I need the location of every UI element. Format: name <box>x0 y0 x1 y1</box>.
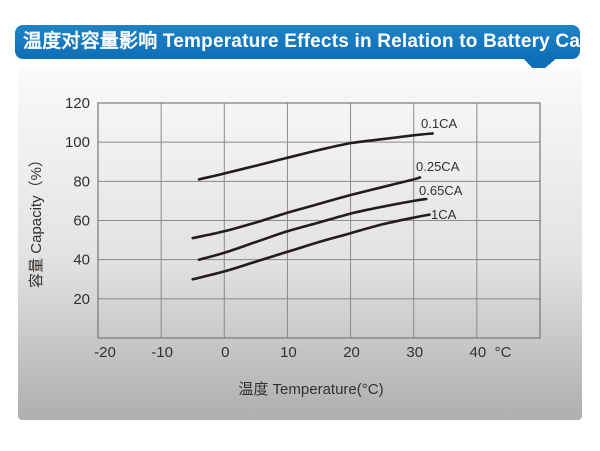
y-tick-label: 20 <box>73 291 90 308</box>
y-tick-label: 60 <box>73 213 90 230</box>
title-banner: 温度对容量影响 Temperature Effects in Relation … <box>15 25 600 59</box>
series-label-1CA: 1CA <box>431 207 457 222</box>
x-tick-label: 30 <box>406 344 423 361</box>
series-label-0.65CA: 0.65CA <box>419 183 463 198</box>
x-tick-label: 10 <box>280 344 297 361</box>
x-tick-label: -20 <box>94 344 116 361</box>
plot-border <box>97 102 541 339</box>
banner-tail-icon <box>522 57 558 74</box>
x-axis-unit: °C <box>495 344 512 361</box>
x-tick-label: 20 <box>343 344 360 361</box>
x-tick-label: -10 <box>151 344 173 361</box>
series-curve-0.1CA <box>197 132 434 181</box>
x-tick-label: 40 <box>470 344 487 361</box>
series-label-0.25CA: 0.25CA <box>416 159 460 174</box>
series-curve-1CA <box>191 213 431 281</box>
series-curve-0.65CA <box>197 197 428 261</box>
x-tick-label: 0 <box>221 344 229 361</box>
y-tick-label: 120 <box>65 95 90 112</box>
y-tick-label: 100 <box>65 134 90 151</box>
series-curve-0.25CA <box>191 176 422 240</box>
page-title: 温度对容量影响 Temperature Effects in Relation … <box>23 31 600 52</box>
y-axis-title: 容量 Capacity（%） <box>28 152 45 288</box>
y-tick-label: 80 <box>73 173 90 190</box>
y-tick-label: 40 <box>73 252 90 269</box>
chart-panel <box>18 68 582 420</box>
x-axis-title: 温度 Temperature(°C) <box>238 381 383 398</box>
series-label-0.1CA: 0.1CA <box>421 116 457 131</box>
